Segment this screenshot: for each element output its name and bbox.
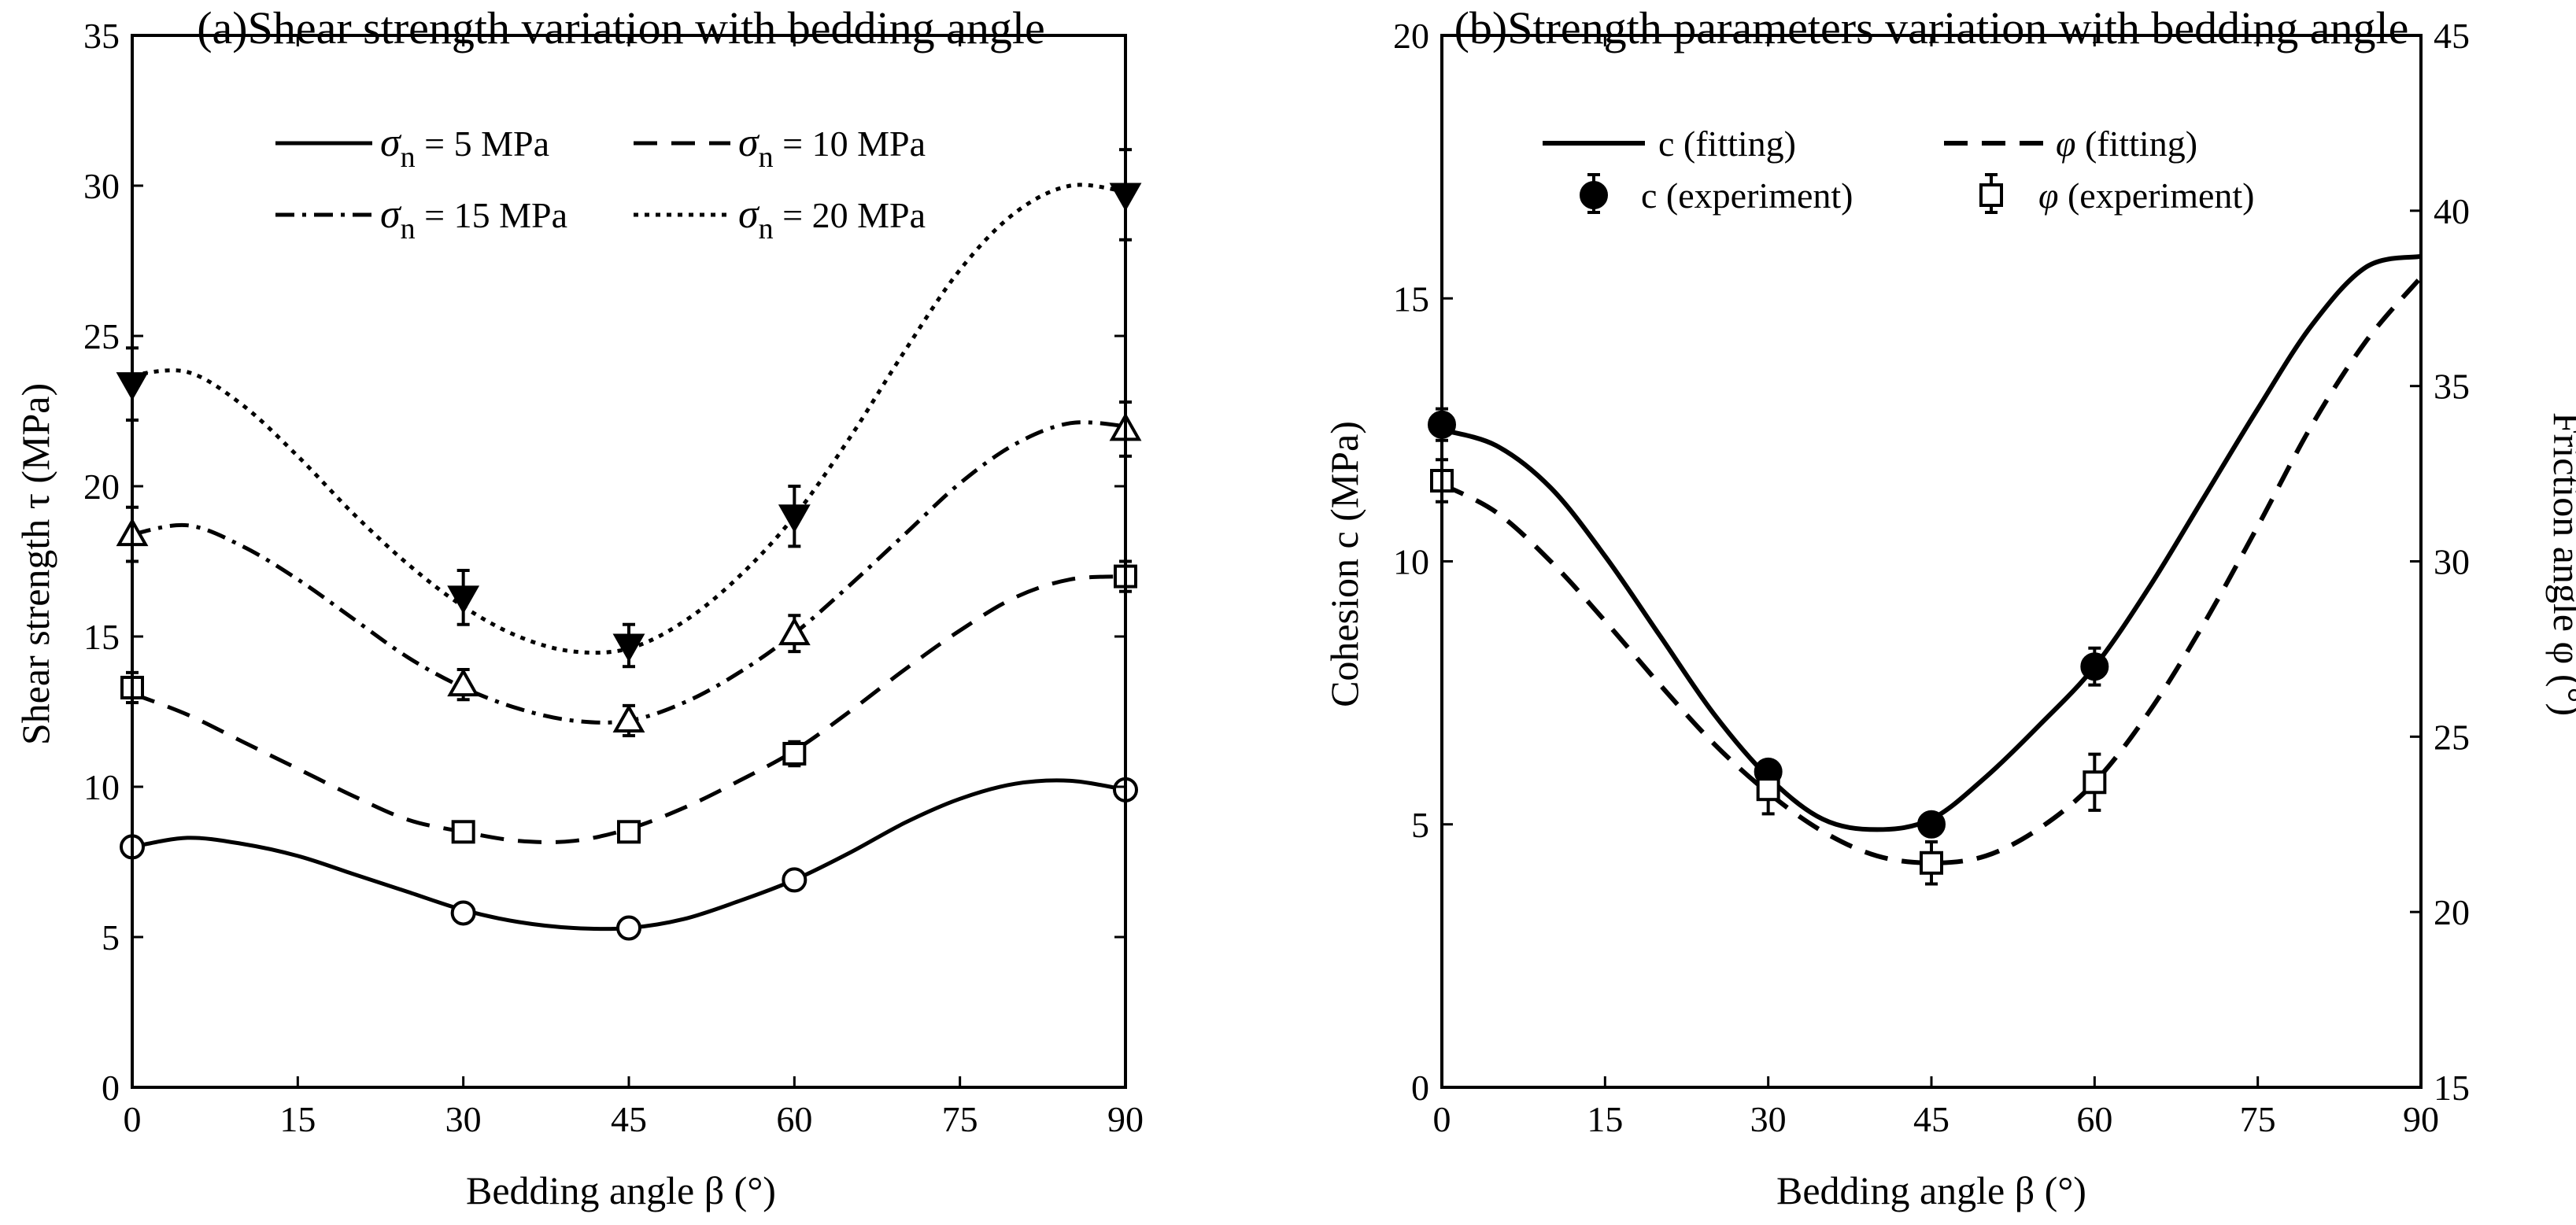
panel-b-legend: c (fitting) φ (fitting) c (experiment) φ (e…: [1543, 124, 2255, 216]
panel-a-y-tick-label: 5: [102, 917, 120, 957]
panel-a-marks: [116, 148, 1142, 941]
panel-b-y-tick-label: 15: [1393, 279, 1429, 319]
panel-a-x-tick-label: 60: [776, 1099, 812, 1139]
data-point: [447, 585, 480, 614]
panel-a-y-tick-label: 20: [83, 467, 120, 507]
legend-label: c (experiment): [1641, 175, 1853, 216]
panel-a-x-tick-label: 15: [279, 1099, 316, 1139]
data-point: [782, 741, 807, 766]
panel-b-x-tick-label: 60: [2076, 1099, 2112, 1139]
data-point: [778, 504, 811, 533]
data-point: [2080, 652, 2109, 681]
panel-b-y2-tick-label: 35: [2434, 367, 2470, 407]
data-point: [1756, 777, 1780, 802]
panel-a-axes: 0 15 30 45 60 75 90 0 5 10 15 20 25 30 35: [83, 16, 1144, 1139]
panel-b: (b)Strength parameters variation with be…: [1322, 2, 2576, 1212]
panel-a-y-axis-title: Shear strength τ (MPa): [13, 383, 57, 745]
panel-a-x-tick-label: 45: [611, 1099, 647, 1139]
panel-a-y-tick-label: 0: [102, 1068, 120, 1108]
panel-b-y2-tick-label: 30: [2434, 542, 2470, 582]
panel-a-title: (a)Shear strength variation with bedding…: [197, 2, 1045, 54]
fit-line-0: [1441, 253, 2422, 832]
legend-label: σn = 10 MPa: [738, 120, 926, 174]
fit-line-0: [131, 778, 1126, 932]
legend-marker: [1580, 181, 1608, 209]
panel-b-axes: 0 15 30 45 60 75 90 0 5 10 15 20 15 20 25 30 35 40 45: [1393, 16, 2470, 1139]
panel-a-y-tick-label: 15: [83, 617, 120, 657]
legend-label: φ (fitting): [2056, 124, 2197, 164]
data-point: [612, 633, 645, 662]
data-point: [1917, 810, 1946, 839]
fit-line-3: [131, 183, 1126, 655]
legend-label: φ (experiment): [2038, 175, 2255, 216]
panel-a-x-tick-label: 30: [445, 1099, 482, 1139]
panel-a-x-tick-label: 75: [942, 1099, 978, 1139]
fit-line-2: [131, 420, 1126, 725]
panel-a-x-tick-label: 90: [1107, 1099, 1144, 1139]
panel-a-legend: σn = 5 MPa σn = 15 MPa σn = 10 MPa σn = 20 …: [275, 120, 926, 245]
panel-b-x-tick-label: 45: [1913, 1099, 1950, 1139]
panel-b-right-y-axis-title: Friction angle φ (°): [2545, 412, 2576, 716]
panel-a-y-tick-label: 25: [83, 316, 120, 356]
panel-b-x-tick-label: 0: [1433, 1099, 1451, 1139]
data-point: [616, 915, 641, 941]
data-point: [782, 867, 808, 893]
panel-b-y-tick-label: 10: [1393, 542, 1429, 582]
panel-b-y2-tick-label: 20: [2434, 892, 2470, 932]
panel-b-x-axis-title: Bedding angle β (°): [1776, 1168, 2086, 1212]
data-point: [447, 668, 480, 697]
data-point: [450, 900, 476, 926]
data-point: [451, 820, 475, 844]
data-point: [2083, 770, 2107, 795]
panel-a-y-tick-label: 35: [83, 16, 120, 56]
panel-a: (a)Shear strength variation with bedding…: [13, 2, 1144, 1212]
panel-a-y-tick-label: 30: [83, 166, 120, 206]
panel-b-y2-tick-label: 25: [2434, 717, 2470, 757]
panel-b-y-tick-label: 0: [1411, 1068, 1429, 1108]
data-point: [1920, 850, 1943, 875]
panel-b-y2-tick-label: 40: [2434, 191, 2470, 231]
panel-b-left-y-axis-title: Cohesion c (MPa): [1322, 421, 1366, 707]
legend-marker: [1979, 183, 2003, 207]
data-point: [617, 820, 641, 844]
panel-b-x-tick-label: 30: [1750, 1099, 1787, 1139]
panel-a-y-tick-label: 10: [83, 767, 120, 807]
panel-a-x-tick-label: 0: [124, 1099, 142, 1139]
legend-label: σn = 15 MPa: [380, 192, 567, 245]
legend-label: c (fitting): [1658, 124, 1796, 164]
panel-b-y-tick-label: 20: [1393, 16, 1429, 56]
panel-b-y2-tick-label: 45: [2434, 16, 2470, 56]
panel-a-x-axis-title: Bedding angle β (°): [466, 1168, 776, 1212]
data-point: [612, 703, 645, 732]
fit-line-1: [1440, 275, 2423, 865]
legend-label: σn = 5 MPa: [380, 120, 549, 174]
panel-b-y-tick-label: 5: [1411, 805, 1429, 845]
panel-b-x-tick-label: 90: [2403, 1099, 2439, 1139]
panel-b-marks: [1428, 253, 2423, 886]
panel-b-y2-tick-label: 15: [2434, 1068, 2470, 1108]
panel-b-x-tick-label: 15: [1587, 1099, 1623, 1139]
panel-b-x-tick-label: 75: [2240, 1099, 2276, 1139]
legend-label: σn = 20 MPa: [738, 192, 926, 245]
data-point: [778, 617, 811, 646]
